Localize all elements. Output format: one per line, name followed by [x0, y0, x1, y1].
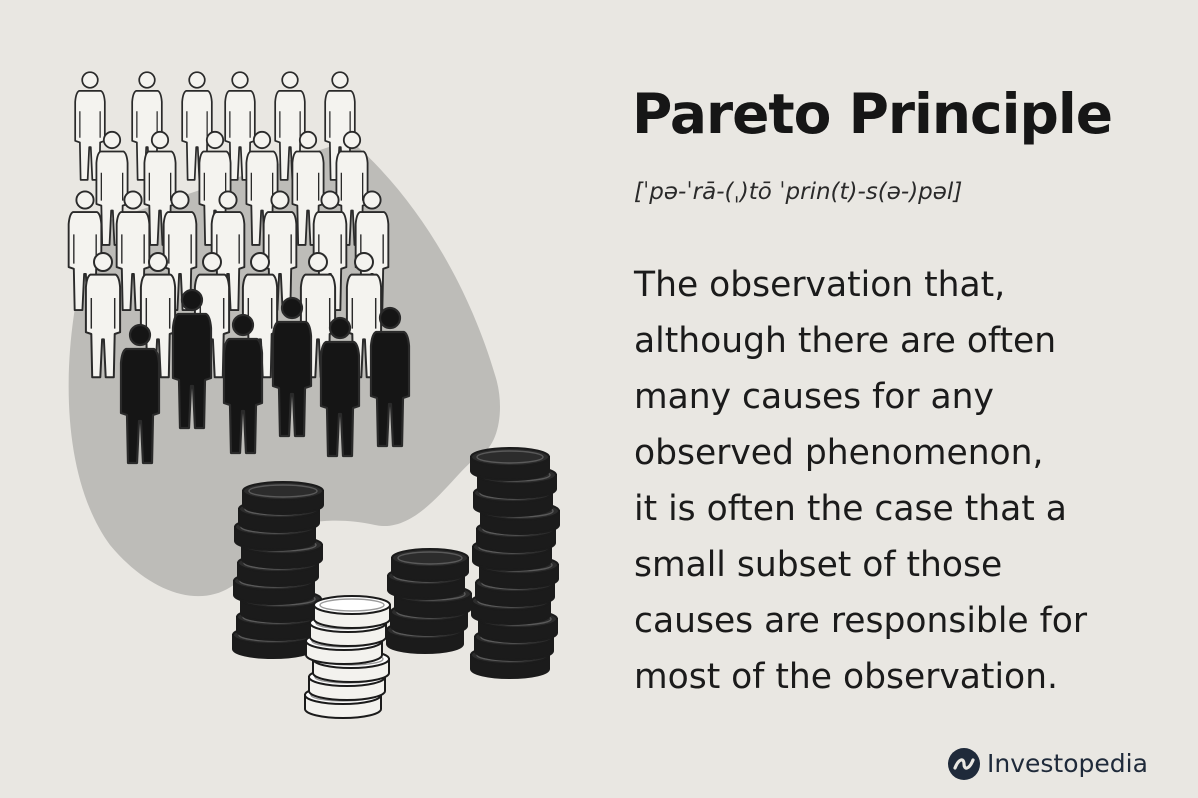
- definition-line: The observation that,: [634, 265, 1006, 305]
- highlighted-person-icon: [369, 306, 411, 448]
- definition-line: causes are responsible for: [634, 601, 1088, 641]
- highlighted-person-icon: [271, 296, 313, 438]
- definition-line: most of the observation.: [634, 657, 1058, 697]
- crowd-and-coins-illustration: [67, 71, 560, 719]
- highlighted-person-icon: [119, 323, 161, 465]
- dark-coin-icon: [391, 548, 469, 582]
- pronunciation-text: [ˈpə-ˈrā-(ˌ)tō ˈprin(t)-s(ə-)pəl]: [634, 179, 963, 205]
- definition-line: small subset of those: [634, 545, 1003, 585]
- investopedia-brand: Investopedia: [947, 744, 1148, 784]
- brand-name: Investopedia: [987, 749, 1148, 778]
- highlighted-person-icon: [171, 288, 213, 430]
- highlighted-person-icon: [222, 313, 264, 455]
- definition-line: although there are often: [634, 321, 1057, 361]
- definition-text: The observation that, although there are…: [634, 257, 1174, 705]
- dark-coin-icon: [242, 481, 324, 515]
- definition-line: it is often the case that a: [634, 489, 1067, 529]
- highlighted-person-icon: [319, 316, 361, 458]
- page-title: Pareto Principle: [632, 82, 1113, 146]
- definition-line: many causes for any: [634, 377, 994, 417]
- dark-coin-icon: [470, 447, 550, 481]
- investopedia-logo-icon: [948, 748, 980, 780]
- person-icon: [84, 252, 122, 379]
- definition-line: observed phenomenon,: [634, 433, 1044, 473]
- light-coin-icon: [313, 595, 391, 629]
- person-icon: [198, 130, 232, 246]
